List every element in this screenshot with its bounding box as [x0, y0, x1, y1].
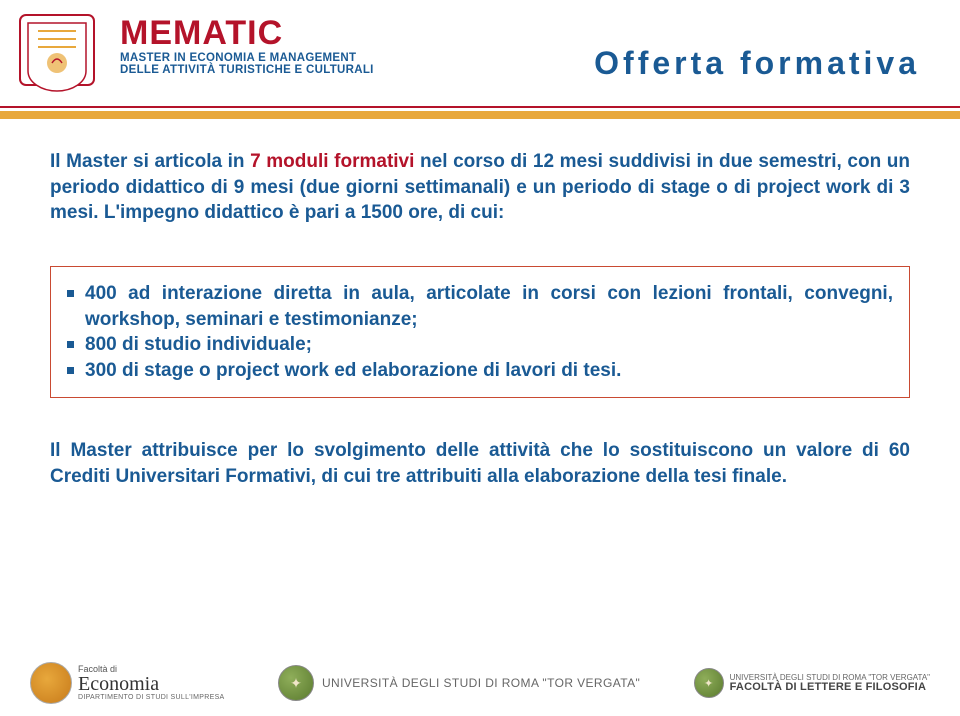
slide-header: MEMATIC MASTER IN ECONOMIA E MANAGEMENT … — [0, 0, 960, 100]
bullet-item: 400 ad interazione diretta in aula, arti… — [67, 281, 893, 332]
rule-red — [0, 106, 960, 108]
header-rules — [0, 106, 960, 119]
tor-vergata-small-seal-icon: ✦ — [694, 668, 724, 698]
footer-right-block: UNIVERSITÀ DEGLI STUDI DI ROMA "TOR VERG… — [730, 674, 930, 693]
footer-left-dept: DIPARTIMENTO DI STUDI SULL'IMPRESA — [78, 694, 225, 701]
bullet-box: 400 ad interazione diretta in aula, arti… — [50, 266, 910, 399]
tor-vergata-seal-icon: ✦ — [278, 665, 314, 701]
brand-name: MEMATIC — [120, 16, 374, 50]
economia-crest-icon — [12, 10, 102, 100]
intro-text-a: Il Master si articola in — [50, 151, 250, 172]
brand-block: MEMATIC MASTER IN ECONOMIA E MANAGEMENT … — [120, 16, 374, 76]
footer-right: ✦ UNIVERSITÀ DEGLI STUDI DI ROMA "TOR VE… — [694, 668, 930, 698]
bullet-item: 300 di stage o project work ed elaborazi… — [67, 358, 893, 384]
footer-left-big: Economia — [78, 674, 225, 694]
footer-right-big: FACOLTÀ DI LETTERE E FILOSOFIA — [730, 682, 930, 693]
footer-left: Facoltà di Economia DIPARTIMENTO DI STUD… — [30, 662, 225, 704]
footer-faculty-block: Facoltà di Economia DIPARTIMENTO DI STUD… — [78, 665, 225, 701]
outro-paragraph: Il Master attribuisce per lo svolgimento… — [50, 438, 910, 489]
slide-content: Il Master si articola in 7 moduli format… — [0, 119, 960, 490]
rule-orange — [0, 111, 960, 119]
intro-highlight: 7 moduli formativi — [250, 151, 420, 172]
brand-subtitle-2: DELLE ATTIVITÀ TURISTICHE E CULTURALI — [120, 64, 374, 76]
intro-paragraph: Il Master si articola in 7 moduli format… — [50, 149, 910, 226]
footer-center: ✦ UNIVERSITÀ DEGLI STUDI DI ROMA "TOR VE… — [278, 665, 640, 701]
slide-title: Offerta formativa — [594, 45, 920, 82]
brand-subtitle-1: MASTER IN ECONOMIA E MANAGEMENT — [120, 52, 374, 64]
economia-seal-icon — [30, 662, 72, 704]
footer-center-text: UNIVERSITÀ DEGLI STUDI DI ROMA "TOR VERG… — [322, 676, 640, 690]
bullet-list: 400 ad interazione diretta in aula, arti… — [67, 281, 893, 384]
bullet-item: 800 di studio individuale; — [67, 332, 893, 358]
slide-footer: Facoltà di Economia DIPARTIMENTO DI STUD… — [0, 662, 960, 704]
